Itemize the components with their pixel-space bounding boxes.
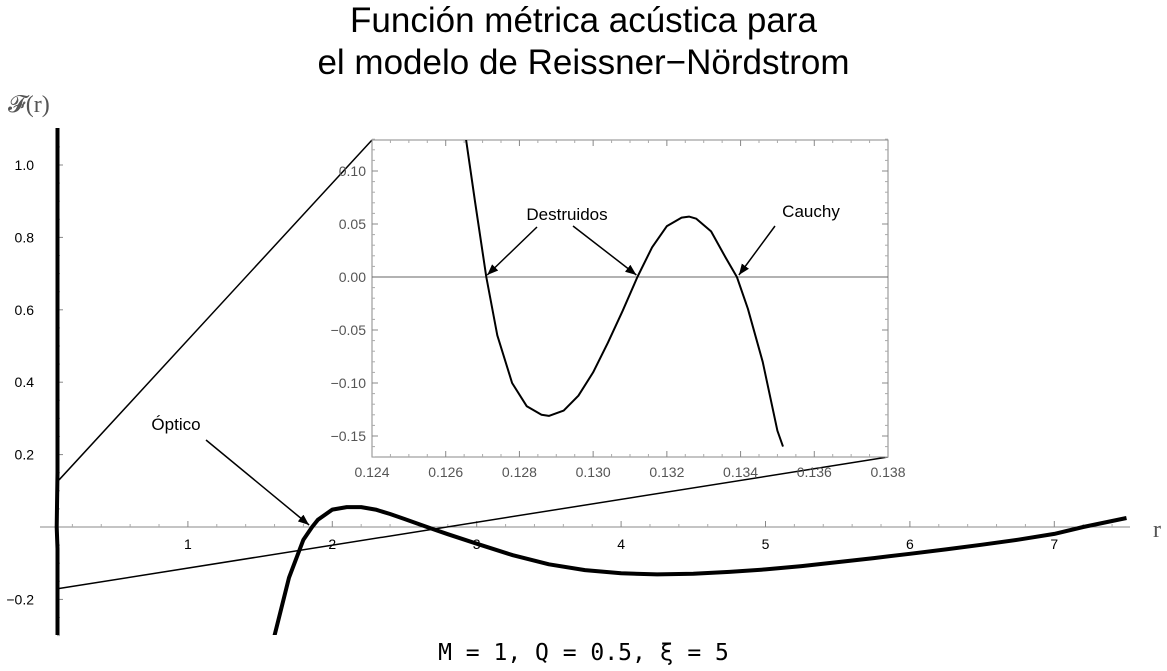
y-axis-label: 𝓕(r) <box>8 92 50 118</box>
main-plot: 1 2 3 4 5 6 7−0.20.20.40.60.81.0r𝓕(r)Óptico <box>6 92 1161 637</box>
y-tick-label: −0.2 <box>6 591 34 607</box>
inset-y-tick-label: −0.15 <box>331 428 367 444</box>
chart-title: Función métrica acústica para el modelo … <box>0 0 1167 84</box>
inset-x-tick-label: 0.128 <box>502 464 537 480</box>
x-tick-label: 7 <box>1050 536 1058 552</box>
chart-title-line-2: el modelo de Reissner−Nördstrom <box>317 43 850 82</box>
inset-x-tick-label: 0.132 <box>649 464 684 480</box>
inset-y-tick-label: 0.00 <box>339 269 366 285</box>
inset-y-tick-label: 0.10 <box>339 163 366 179</box>
inset-frame <box>371 139 889 458</box>
annotation-destruidos-arrow-2 <box>572 225 637 276</box>
y-tick-label: 0.6 <box>15 302 35 318</box>
x-tick-label: 1 <box>184 536 192 552</box>
inset-x-tick-label: 0.130 <box>576 464 611 480</box>
inset-x-tick-label: 0.136 <box>797 464 832 480</box>
main-series-line <box>54 128 60 635</box>
chart-title-line-1: Función métrica acústica para <box>350 1 817 40</box>
inset-series-line <box>465 140 784 447</box>
annotation-cauchy-arrow <box>738 225 776 276</box>
inset-x-tick-label: 0.138 <box>870 464 905 480</box>
annotation-destruidos-arrow-1 <box>486 226 538 276</box>
annotation-optico-arrow <box>205 439 310 526</box>
inset-x-tick-label: 0.126 <box>428 464 463 480</box>
inset-x-tick-label: 0.134 <box>723 464 758 480</box>
inset-y-tick-label: −0.10 <box>331 375 367 391</box>
zoom-connector-upper <box>58 139 373 481</box>
inset-plot: 0.124 0.126 0.128 0.130 0.132 0.134 0.136 0.138… <box>331 138 906 480</box>
inset-y-tick-label: −0.05 <box>331 322 367 338</box>
parameters-caption: M = 1, Q = 0.5, ξ = 5 <box>438 640 729 666</box>
inset-x-tick-label: 0.124 <box>354 464 389 480</box>
annotation-optico: Óptico <box>151 415 200 434</box>
x-axis-label: r <box>1153 517 1161 543</box>
y-tick-label: 0.4 <box>15 374 35 390</box>
x-tick-label: 5 <box>762 536 770 552</box>
inset-y-tick-label: 0.05 <box>339 216 366 232</box>
main-series-line <box>272 505 1127 635</box>
y-tick-label: 0.2 <box>15 447 35 463</box>
y-tick-label: 0.8 <box>15 229 35 245</box>
x-tick-label: 6 <box>906 536 914 552</box>
annotation-cauchy: Cauchy <box>782 202 840 221</box>
x-tick-label: 2 <box>328 536 336 552</box>
zoom-connector-lower <box>58 456 889 590</box>
x-tick-label: 4 <box>617 536 625 552</box>
annotation-destruidos: Destruidos <box>526 205 607 224</box>
y-tick-label: 1.0 <box>15 157 35 173</box>
